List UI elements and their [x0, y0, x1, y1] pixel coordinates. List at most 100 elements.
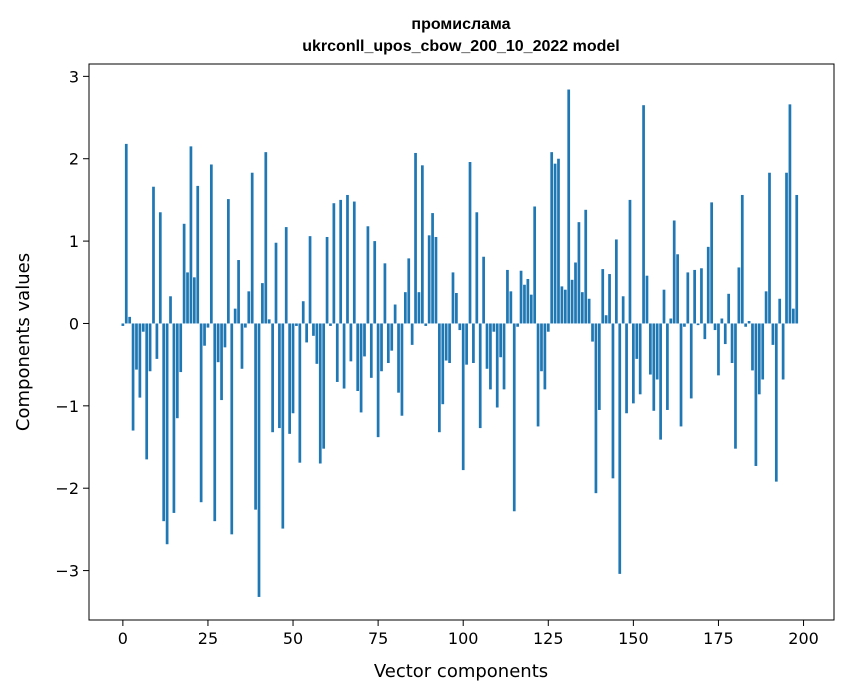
x-axis-ticks: 0 25 50 75 100 125 150 175 200 [118, 620, 819, 648]
bar [124, 143, 128, 324]
bar [329, 323, 332, 326]
bar [349, 323, 353, 362]
y-tick-label: 2 [69, 150, 79, 169]
bar [509, 291, 513, 324]
bar [601, 269, 605, 324]
bar [536, 323, 540, 427]
bar [264, 152, 268, 324]
bar [591, 323, 594, 342]
bar [356, 323, 360, 392]
chart-title-line-2: ukrconll_upos_cbow_200_10_2022 model [302, 38, 619, 55]
bar [482, 256, 485, 324]
bar [250, 172, 254, 324]
bar [472, 323, 475, 364]
bar [131, 323, 135, 431]
bar [271, 323, 274, 433]
bar [580, 292, 584, 324]
bar [376, 323, 380, 438]
bar [342, 323, 346, 389]
bar [339, 199, 343, 324]
bar [199, 323, 203, 503]
bar [400, 323, 404, 416]
x-tick-label: 175 [703, 629, 734, 648]
bar [369, 323, 373, 378]
bar [461, 323, 465, 471]
bar [577, 222, 581, 324]
bar [764, 291, 768, 324]
bar [723, 323, 727, 345]
y-tick-label: −1 [55, 397, 79, 416]
x-tick-label: 25 [198, 629, 218, 648]
bar [642, 105, 645, 324]
y-tick-label: −2 [55, 479, 79, 498]
bar [655, 323, 659, 380]
bar [706, 246, 710, 324]
bar [414, 152, 417, 324]
bar [788, 104, 792, 324]
bar [478, 323, 482, 429]
y-axis-label: Components values [13, 253, 34, 431]
bar [335, 323, 339, 382]
bar [315, 323, 319, 364]
bar [233, 308, 237, 324]
bar [546, 323, 550, 332]
bar [141, 323, 145, 332]
bar [526, 278, 530, 324]
bar [693, 269, 696, 324]
bar [635, 323, 639, 359]
bar [383, 263, 387, 324]
bar [458, 323, 462, 331]
bar [206, 323, 210, 328]
bar [366, 226, 370, 324]
bar [506, 269, 509, 324]
bar [768, 172, 771, 324]
bar [502, 323, 506, 390]
bar [686, 272, 690, 324]
bar [267, 319, 271, 324]
bar [785, 172, 788, 324]
bar [700, 268, 703, 324]
bar [751, 323, 754, 371]
y-tick-label: −3 [55, 562, 79, 581]
x-tick-label: 125 [533, 629, 564, 648]
bar [795, 194, 799, 324]
plot-area-frame [88, 63, 835, 621]
bar [295, 323, 298, 326]
bar [305, 323, 308, 343]
bar [186, 272, 189, 324]
bar [288, 323, 291, 434]
bar [774, 323, 778, 482]
x-axis-label: Vector components [374, 661, 548, 682]
bar [703, 323, 707, 340]
bar [727, 293, 731, 324]
bar [761, 323, 765, 380]
bar [475, 212, 479, 324]
bar [523, 284, 526, 324]
bar [645, 275, 649, 324]
bar [346, 194, 349, 324]
bar [192, 277, 196, 324]
bar [448, 323, 451, 364]
bar [604, 315, 608, 324]
bar [734, 323, 737, 449]
bars [121, 89, 799, 597]
bar [444, 323, 448, 361]
bar [696, 323, 700, 326]
bar [625, 323, 628, 414]
bar [254, 323, 257, 510]
bar [465, 323, 468, 365]
bar [587, 298, 591, 324]
bar [158, 212, 162, 324]
bar [403, 292, 407, 324]
bar [676, 254, 679, 324]
bar [570, 279, 574, 324]
bar [669, 318, 673, 324]
bar [148, 323, 152, 372]
bar [638, 323, 642, 395]
bar [417, 292, 421, 324]
bar [152, 186, 155, 324]
bar [427, 235, 431, 324]
bar [652, 323, 656, 411]
bar [332, 203, 336, 324]
bar [397, 323, 400, 393]
